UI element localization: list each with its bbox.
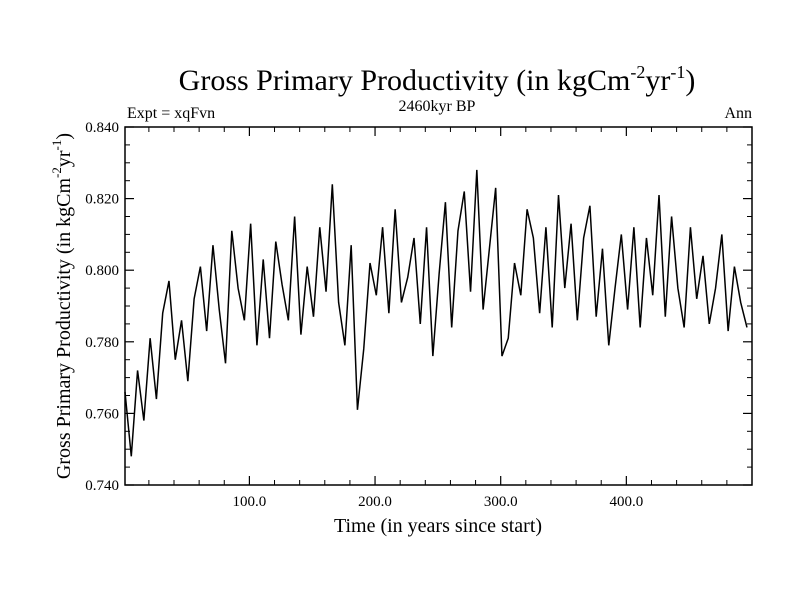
y-tick-label: 0.800 (85, 263, 119, 279)
x-tick-label: 200.0 (358, 494, 392, 510)
x-tick-label: 100.0 (233, 494, 267, 510)
subtitle-experiment: Expt = xqFvn (127, 105, 215, 122)
y-tick-label: 0.760 (85, 406, 119, 422)
subtitle-season: Ann (724, 105, 752, 122)
chart-title: Gross Primary Productivity (in kgCm-2yr-… (179, 62, 696, 97)
y-tick-label: 0.780 (85, 335, 119, 351)
x-axis-label: Time (in years since start) (334, 515, 542, 537)
y-tick-label: 0.840 (85, 120, 119, 136)
x-axis-ticks: 100.0 200.0 300.0 400.0 (148, 127, 728, 510)
y-tick-label: 0.820 (85, 192, 119, 208)
x-tick-label: 300.0 (484, 494, 518, 510)
y-tick-label: 0.740 (85, 478, 119, 494)
x-tick-label: 400.0 (609, 494, 643, 510)
gpp-series-line (124, 169, 748, 457)
subtitle-period: 2460kyr BP (399, 98, 476, 115)
y-axis-label: Gross Primary Productivity (in kgCm-2yr-… (49, 133, 75, 479)
y-axis-ticks: 0.740 0.760 0.780 0.800 0.820 0.840 (85, 120, 752, 494)
